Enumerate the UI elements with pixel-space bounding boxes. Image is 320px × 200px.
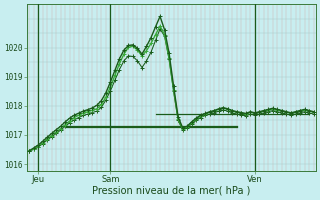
X-axis label: Pression niveau de la mer( hPa ): Pression niveau de la mer( hPa ) [92,186,251,196]
